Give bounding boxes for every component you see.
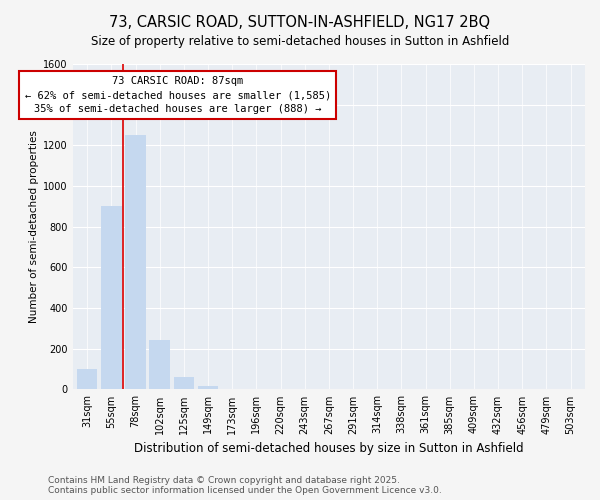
Text: Size of property relative to semi-detached houses in Sutton in Ashfield: Size of property relative to semi-detach… xyxy=(91,35,509,48)
Bar xyxy=(149,340,170,390)
Bar xyxy=(198,386,218,390)
Y-axis label: Number of semi-detached properties: Number of semi-detached properties xyxy=(29,130,39,323)
Text: Contains HM Land Registry data © Crown copyright and database right 2025.
Contai: Contains HM Land Registry data © Crown c… xyxy=(48,476,442,495)
Bar xyxy=(77,369,97,390)
Bar xyxy=(101,206,122,390)
X-axis label: Distribution of semi-detached houses by size in Sutton in Ashfield: Distribution of semi-detached houses by … xyxy=(134,442,524,455)
Bar xyxy=(125,135,146,390)
Text: 73 CARSIC ROAD: 87sqm
← 62% of semi-detached houses are smaller (1,585)
35% of s: 73 CARSIC ROAD: 87sqm ← 62% of semi-deta… xyxy=(25,76,331,114)
Text: 73, CARSIC ROAD, SUTTON-IN-ASHFIELD, NG17 2BQ: 73, CARSIC ROAD, SUTTON-IN-ASHFIELD, NG1… xyxy=(109,15,491,30)
Bar xyxy=(173,377,194,390)
